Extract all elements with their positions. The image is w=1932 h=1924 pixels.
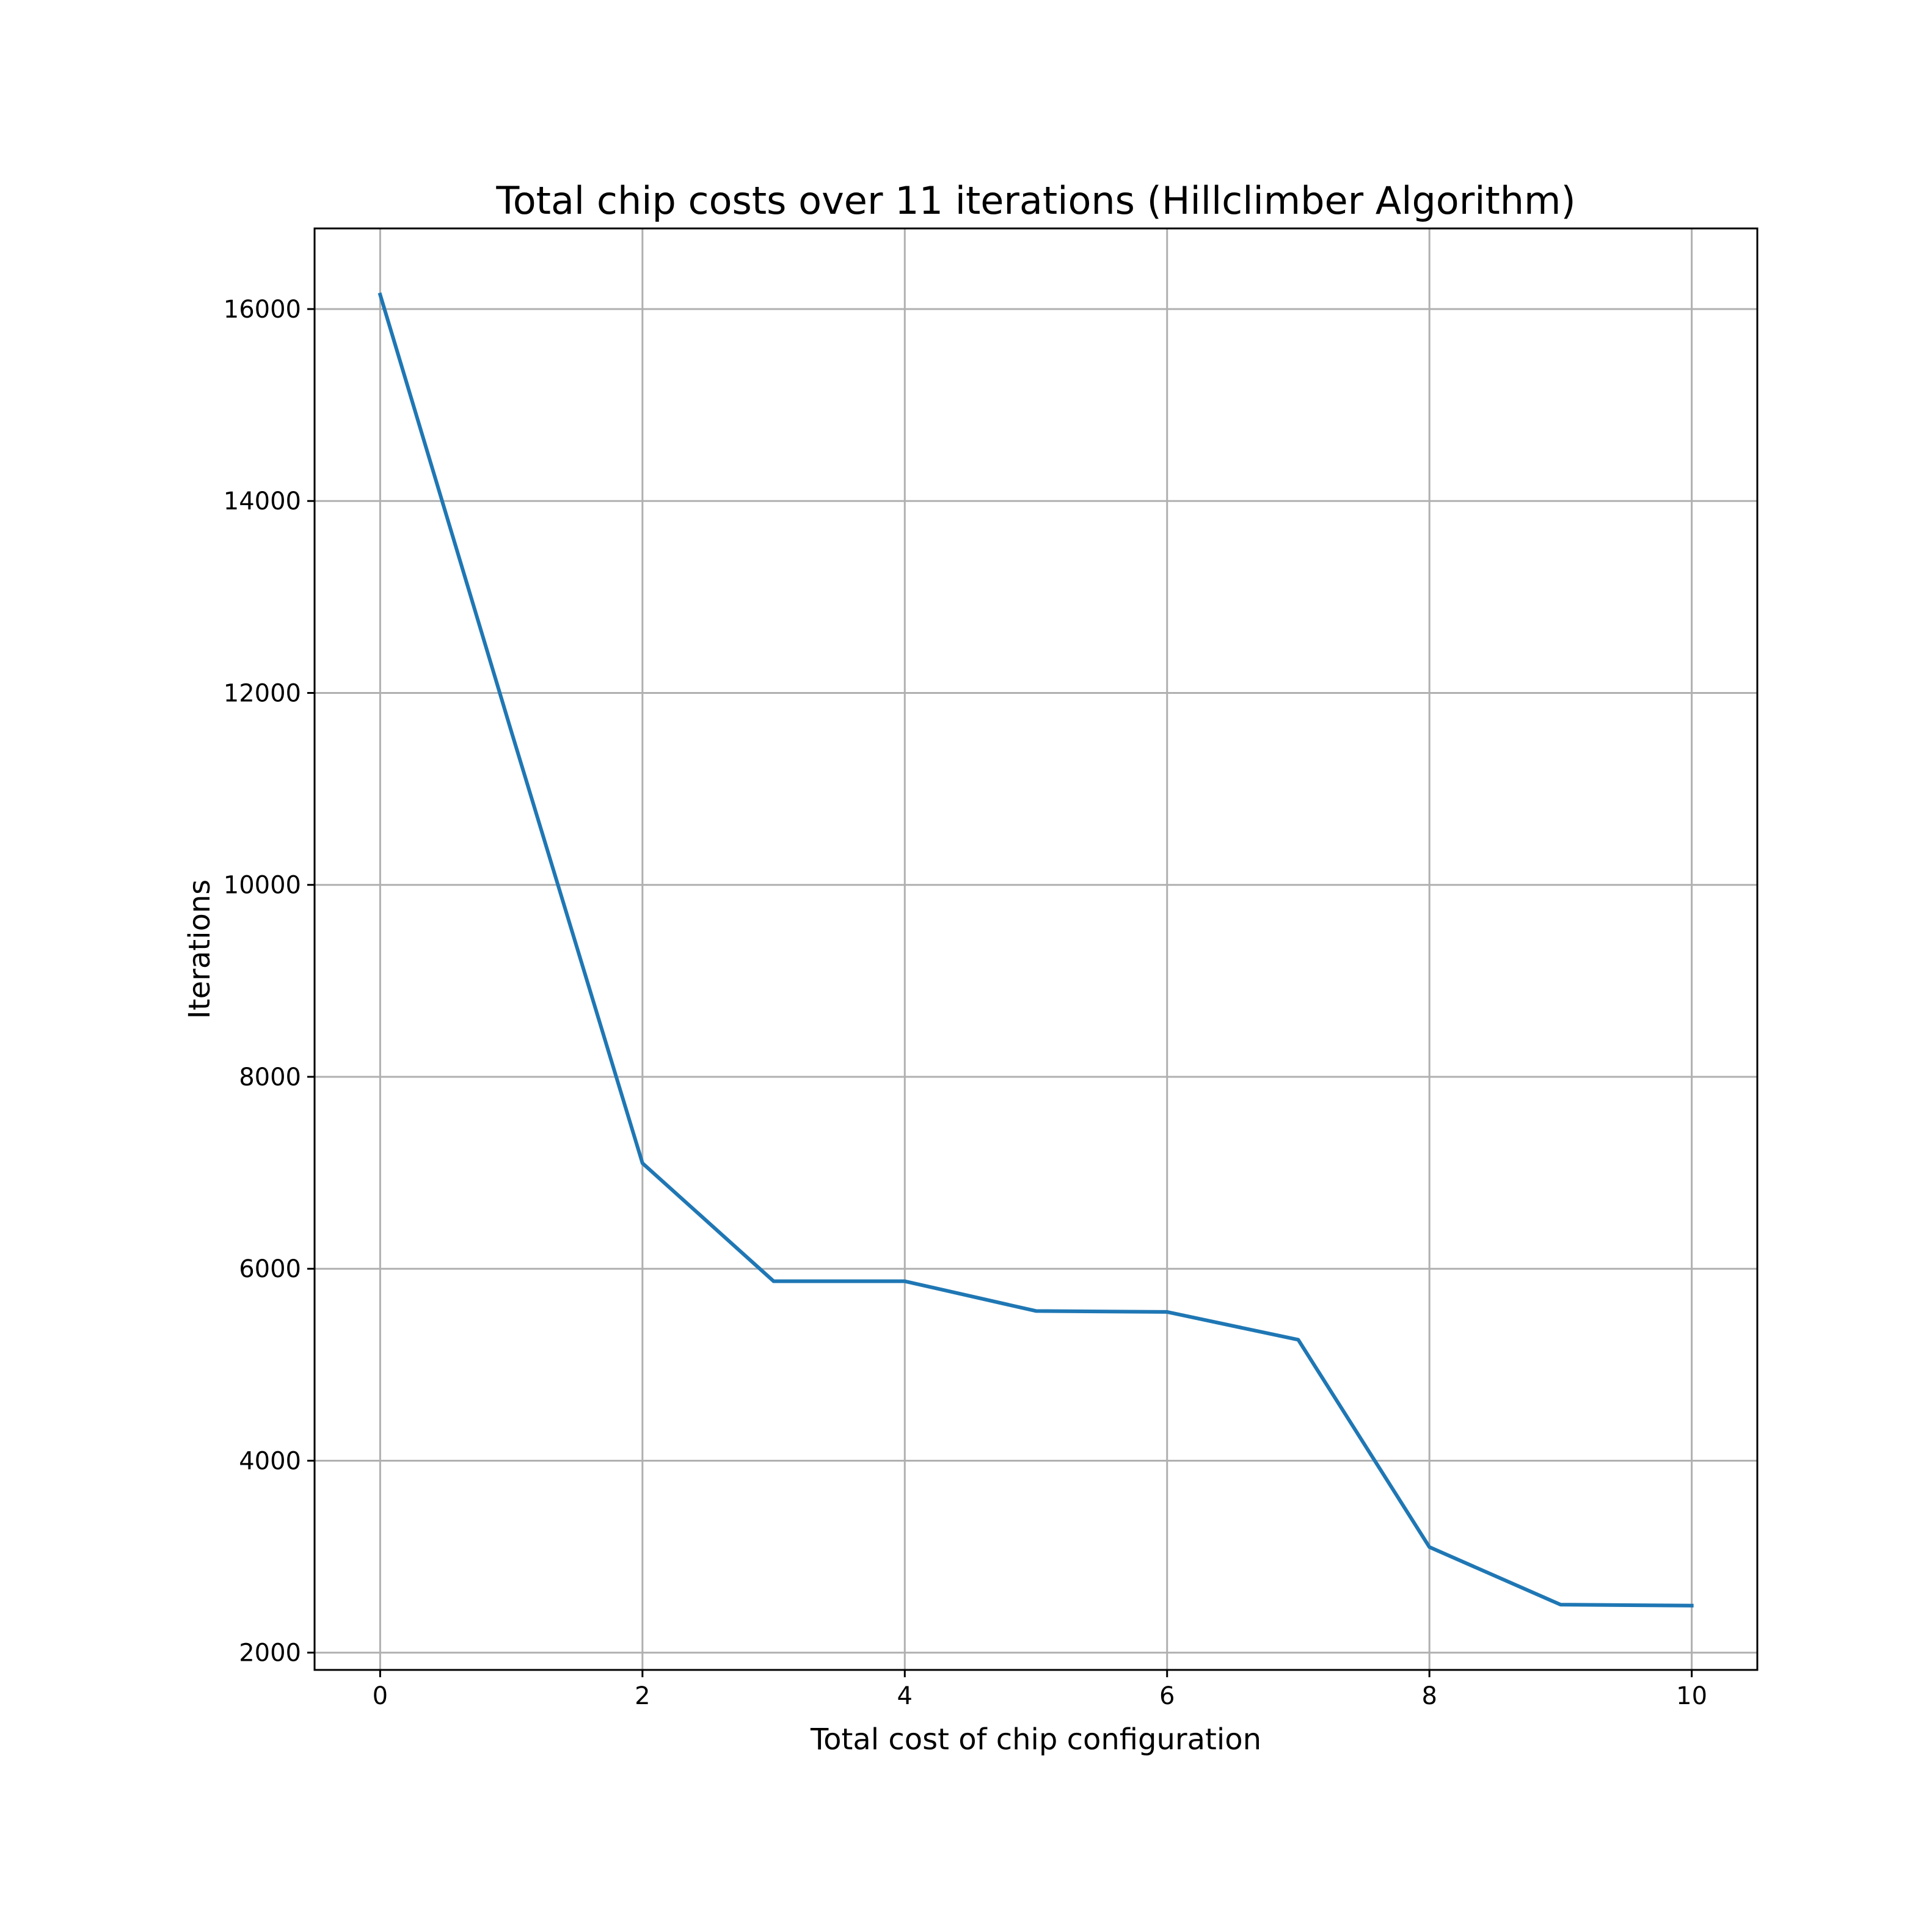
- chart-title: Total chip costs over 11 iterations (Hil…: [495, 178, 1575, 223]
- y-tick-label: 12000: [224, 679, 301, 707]
- series-layer: [377, 292, 1694, 1608]
- x-tick-label: 8: [1421, 1682, 1437, 1710]
- grid-lines: [315, 228, 1757, 1670]
- axis-ticks: 0 2 4 6 8 10 2000 4000 6000 8000 10000 12000 14000 16…: [224, 296, 1707, 1710]
- y-tick-label: 2000: [239, 1639, 301, 1667]
- x-tick-label: 6: [1159, 1682, 1175, 1710]
- plot-area-frame: [313, 227, 1759, 1671]
- y-tick-label: 8000: [239, 1063, 301, 1091]
- x-axis-label: Total cost of chip configuration: [810, 1722, 1261, 1757]
- y-tick-label: 4000: [239, 1447, 301, 1475]
- y-tick-label: 10000: [224, 872, 301, 900]
- x-tick-label: 4: [897, 1682, 913, 1710]
- x-tick-label: 0: [373, 1682, 388, 1710]
- y-tick-label: 16000: [224, 296, 301, 324]
- y-tick-label: 14000: [224, 487, 301, 516]
- x-tick-label: 10: [1676, 1682, 1707, 1710]
- y-axis-label: Iterations: [183, 880, 217, 1019]
- x-tick-label: 2: [635, 1682, 650, 1710]
- y-tick-label: 6000: [239, 1255, 301, 1283]
- series-line: [377, 292, 1694, 1608]
